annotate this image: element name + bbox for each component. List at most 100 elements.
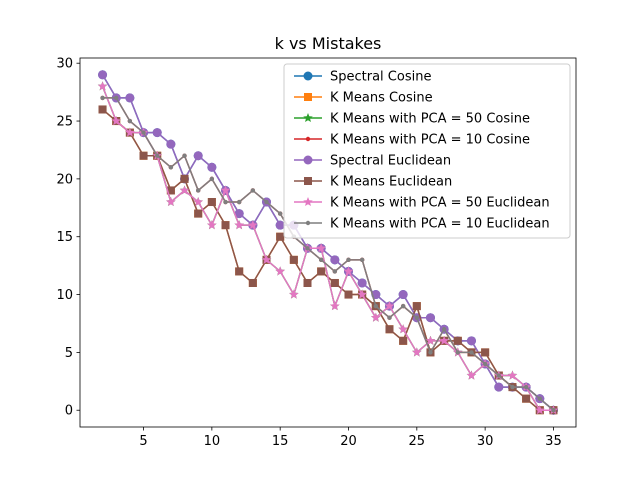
x-tick-label: 5: [139, 434, 147, 449]
data-point: [264, 199, 269, 205]
data-point: [303, 278, 312, 287]
legend-box: [283, 63, 571, 239]
y-tick-label: 20: [56, 172, 73, 187]
data-point: [385, 325, 394, 334]
data-point: [537, 396, 542, 401]
x-tick-label: 25: [409, 434, 426, 449]
data-point: [357, 278, 367, 288]
data-point: [235, 267, 244, 276]
data-point: [276, 232, 285, 241]
data-point: [510, 384, 515, 390]
data-point: [317, 267, 326, 276]
data-point: [400, 303, 406, 309]
data-point: [330, 278, 339, 287]
legend: Spectral Cosine K Means Cosine K Means wit…: [283, 63, 571, 239]
data-point: [398, 324, 408, 334]
legend-entry: Spectral Euclidean: [294, 154, 451, 169]
legend-label: K Means with PCA = 50 Euclidean: [330, 196, 550, 211]
data-point: [152, 128, 162, 138]
y-tick-label: 30: [56, 57, 73, 72]
plot-area: [97, 70, 559, 415]
data-point: [344, 290, 353, 299]
data-point: [275, 266, 285, 276]
data-point: [220, 185, 231, 195]
data-point: [428, 350, 433, 355]
data-point: [359, 257, 365, 263]
data-point: [234, 220, 244, 230]
data-point: [98, 105, 107, 114]
series-line: [102, 97, 554, 411]
y-tick-label: 15: [56, 230, 73, 245]
data-point: [425, 313, 435, 323]
axes: 5 10 15 20 25 30 35 0 5 10 15 20 25 30: [56, 57, 577, 449]
legend-entry: Spectral Cosine: [294, 70, 431, 85]
x-tick-label: 15: [272, 434, 289, 449]
data-point: [343, 266, 354, 276]
legend-marker: [303, 113, 313, 123]
data-point: [234, 209, 244, 219]
data-point: [248, 278, 257, 287]
data-point: [98, 70, 108, 80]
legend-label: K Means Euclidean: [330, 175, 452, 190]
legend-label: Spectral Cosine: [330, 70, 431, 85]
data-point: [114, 95, 119, 101]
data-point: [414, 315, 420, 320]
data-point: [466, 336, 476, 346]
legend-marker: [303, 155, 313, 165]
data-point: [305, 246, 310, 251]
legend-entry: K Means with PCA = 50 Cosine: [294, 112, 530, 127]
data-point: [332, 269, 338, 274]
data-point: [125, 93, 135, 103]
data-point: [455, 350, 461, 355]
data-point: [125, 127, 135, 137]
data-point: [441, 327, 447, 332]
data-point: [398, 290, 408, 300]
legend-marker: [304, 93, 312, 101]
data-point: [522, 394, 531, 403]
data-point: [399, 336, 408, 345]
data-point: [261, 254, 272, 264]
x-tick-label: 10: [204, 434, 221, 449]
data-point: [168, 165, 174, 170]
legend-label: K Means with PCA = 50 Cosine: [330, 112, 530, 127]
chart-title: k vs Mistakes: [275, 34, 382, 53]
data-point: [155, 153, 160, 158]
data-point: [496, 373, 501, 378]
data-point: [195, 188, 201, 193]
legend-marker: [303, 71, 313, 81]
data-point: [318, 257, 324, 263]
data-point: [111, 116, 121, 126]
data-point: [373, 303, 379, 309]
data-point: [166, 139, 176, 149]
x-tick-label: 35: [545, 434, 562, 449]
data-point: [466, 370, 477, 380]
data-point: [193, 151, 203, 161]
legend-label: K Means Cosine: [330, 91, 433, 106]
legend-entry: K Means Cosine: [294, 91, 433, 106]
data-point: [387, 315, 392, 320]
data-point: [207, 198, 216, 207]
legend-entry: K Means with PCA = 10 Euclidean: [294, 217, 550, 232]
data-point: [248, 220, 258, 230]
data-point: [193, 197, 203, 207]
data-point: [275, 220, 285, 230]
data-point: [100, 95, 105, 101]
data-point: [223, 199, 228, 205]
data-point: [207, 162, 217, 172]
data-point: [346, 257, 351, 263]
y-tick-label: 0: [65, 404, 73, 419]
data-point: [425, 335, 436, 345]
data-point: [250, 188, 256, 193]
data-point: [453, 336, 462, 345]
data-point: [439, 335, 449, 345]
data-point: [482, 361, 488, 367]
data-point: [469, 350, 474, 355]
data-point: [236, 199, 242, 205]
data-point: [180, 174, 189, 183]
series-line: [101, 86, 554, 411]
legend-marker: [305, 136, 311, 142]
data-point: [330, 255, 340, 265]
data-point: [371, 312, 381, 322]
